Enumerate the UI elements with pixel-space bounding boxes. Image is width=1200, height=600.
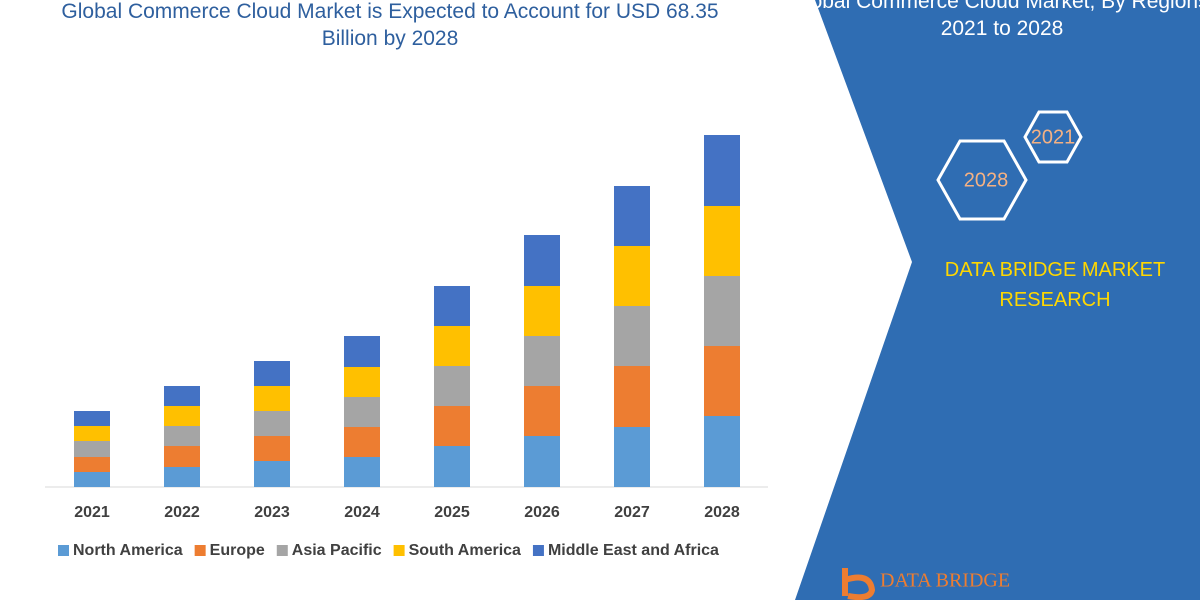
legend-swatch xyxy=(393,545,405,556)
legend-swatch xyxy=(194,545,206,556)
bar-segment xyxy=(74,426,110,441)
bar-segment xyxy=(254,461,290,487)
bar-segment xyxy=(524,286,560,336)
bar-segment xyxy=(434,406,470,446)
legend-label: South America xyxy=(409,542,521,559)
bar-segment xyxy=(344,397,380,427)
legend-label: Asia Pacific xyxy=(292,542,382,559)
logo-icon xyxy=(842,568,876,600)
bar-segment xyxy=(344,367,380,397)
x-tick-label: 2021 xyxy=(74,504,110,521)
bar-segment xyxy=(164,467,200,487)
bar-segment xyxy=(524,336,560,386)
bar-segment xyxy=(434,446,470,487)
x-tick-label: 2027 xyxy=(614,504,650,521)
bar-segment xyxy=(434,286,470,326)
legend-label: North America xyxy=(73,542,183,559)
bar-segment xyxy=(74,441,110,457)
bar-segment xyxy=(614,246,650,306)
x-tick-label: 2023 xyxy=(254,504,290,521)
brand: DATA BRIDGE MARKET RESEARCH xyxy=(944,259,1166,311)
logo-text: DATA BRIDGE xyxy=(880,570,1010,592)
bar-segment xyxy=(434,326,470,366)
x-tick-label: 2028 xyxy=(704,504,740,521)
bar-segment xyxy=(614,427,650,487)
chart-title: Global Commerce Cloud Market is Expected… xyxy=(61,0,719,50)
badge: 2028 xyxy=(964,169,1009,191)
badge: 2021 xyxy=(1031,126,1076,148)
bar-segment xyxy=(74,457,110,472)
legend-swatch xyxy=(276,545,288,556)
bar-segment xyxy=(74,411,110,426)
bar-segment xyxy=(164,426,200,446)
bar-segment xyxy=(524,235,560,286)
bar-segment xyxy=(254,361,290,386)
legend-label: Middle East and Africa xyxy=(548,542,719,559)
legend-swatch xyxy=(58,545,69,556)
bar-segment xyxy=(164,406,200,426)
bar-segment xyxy=(74,472,110,487)
bar-segment xyxy=(344,427,380,457)
bar-segment xyxy=(614,366,650,427)
x-tick-label: 2022 xyxy=(164,504,200,521)
bar-segment xyxy=(704,416,740,487)
bar-segment xyxy=(344,457,380,487)
side-panel-bg xyxy=(795,0,1200,600)
bar-segment xyxy=(704,346,740,416)
bar-segment xyxy=(254,411,290,436)
bar-segment xyxy=(434,366,470,406)
x-tick-label: 2026 xyxy=(524,504,560,521)
badge-hexagon xyxy=(936,139,1028,221)
bar-segment xyxy=(704,276,740,346)
bar-segment xyxy=(524,436,560,487)
badge-hexagon xyxy=(1023,110,1083,164)
bar-segment xyxy=(614,186,650,246)
side-title: Global Commerce Cloud Market, By Regions… xyxy=(789,0,1200,40)
bar-segment xyxy=(164,446,200,467)
legend-swatch xyxy=(532,545,544,556)
bar-segment xyxy=(254,386,290,411)
x-tick-label: 2025 xyxy=(434,504,470,521)
legend-label: Europe xyxy=(210,542,265,559)
bar-segment xyxy=(614,306,650,366)
bar-segment xyxy=(164,386,200,406)
bar-segment xyxy=(704,135,740,206)
bar-segment xyxy=(704,206,740,276)
bar-segment xyxy=(254,436,290,461)
x-tick-label: 2024 xyxy=(344,504,380,521)
bar-segment xyxy=(524,386,560,436)
bar-segment xyxy=(344,336,380,367)
